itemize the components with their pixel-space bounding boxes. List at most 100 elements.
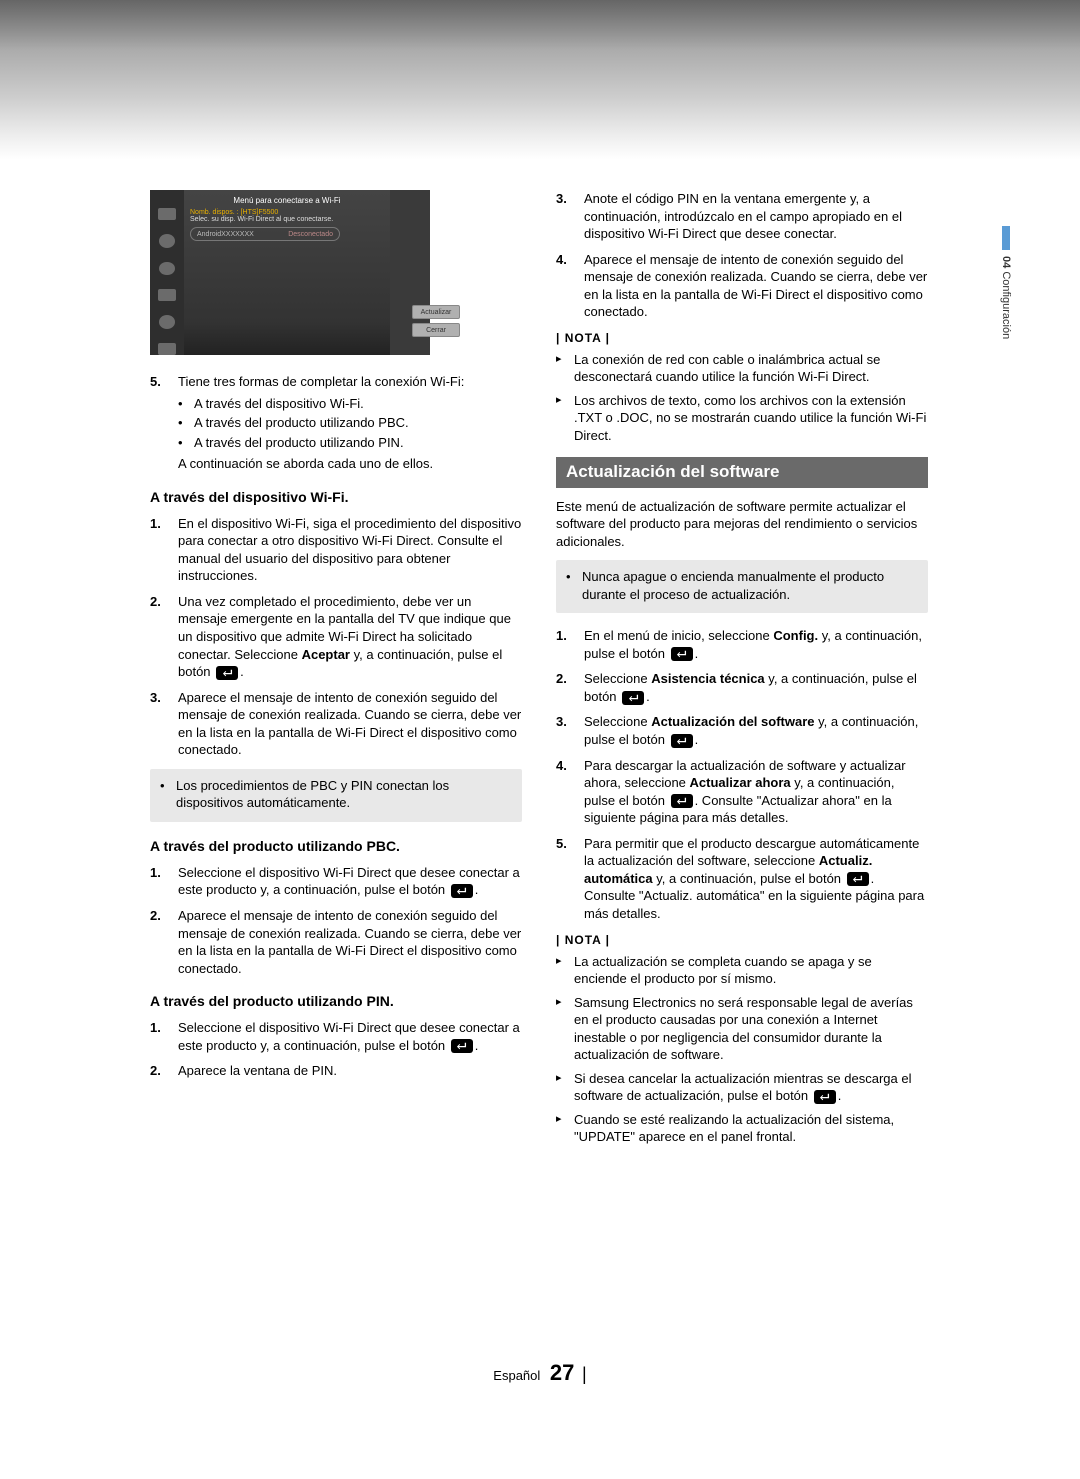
nota-label: | NOTA | <box>556 331 928 345</box>
scr-close-button: Cerrar <box>412 323 460 337</box>
step-number: 4. <box>556 757 574 827</box>
step-text: Una vez completado el procedimiento, deb… <box>178 593 522 681</box>
nota-text: Samsung Electronics no será responsable … <box>574 994 928 1064</box>
step-text: Para descargar la actualización de softw… <box>584 757 928 827</box>
nota-text: Los archivos de texto, como los archivos… <box>574 392 928 445</box>
nota-list-2: ▸La actualización se completa cuando se … <box>556 953 928 1146</box>
step-5-tail: A continuación se aborda cada uno de ell… <box>178 455 464 473</box>
step-number: 1. <box>150 864 168 899</box>
sidebar-icon <box>159 262 175 276</box>
step-text: Seleccione Actualización del software y,… <box>584 713 928 748</box>
scr-refresh-button: Actualizar <box>412 305 460 319</box>
step-text: Aparece el mensaje de intento de conexió… <box>178 689 522 759</box>
sidebar-icon <box>158 208 176 220</box>
scr-device-label: Nomb. dispos. : [HTS]F5500 <box>190 207 384 216</box>
enter-icon <box>671 794 693 808</box>
caret-icon: ▸ <box>556 994 568 1064</box>
bold-term: Actualizar ahora <box>690 775 791 790</box>
step-number: 4. <box>556 251 574 321</box>
bullet-text: A través del dispositivo Wi-Fi. <box>194 395 364 413</box>
step-number: 2. <box>150 1062 168 1080</box>
side-tab-num: 04 <box>1000 256 1012 268</box>
sidebar-icon <box>158 343 176 355</box>
enter-icon <box>814 1090 836 1104</box>
caret-icon: ▸ <box>556 953 568 988</box>
warning-text: Nunca apague o encienda manualmente el p… <box>582 568 918 603</box>
text-segment: Seleccione <box>584 714 651 729</box>
text-segment: En el menú de inicio, seleccione <box>584 628 773 643</box>
step-5-bullets: A través del dispositivo Wi-Fi. A través… <box>178 395 464 452</box>
side-tab-bar <box>1002 226 1010 250</box>
text-segment: Seleccione <box>584 671 651 686</box>
step-text: En el dispositivo Wi-Fi, siga el procedi… <box>178 515 522 585</box>
side-tab-label: Configuración <box>1000 271 1012 339</box>
text-segment: y, a continuación, pulse el botón <box>653 871 845 886</box>
nota-label: | NOTA | <box>556 933 928 947</box>
scr-row-device: AndroidXXXXXXX <box>197 231 254 238</box>
scr-device-row: AndroidXXXXXXX Desconectado <box>190 227 340 241</box>
section-intro: Este menú de actualización de software p… <box>556 498 928 551</box>
caret-icon: ▸ <box>556 1070 568 1105</box>
enter-icon <box>216 666 238 680</box>
step-number: 2. <box>150 593 168 681</box>
wifi-menu-screenshot: Menú para conectarse a Wi-Fi Nomb. dispo… <box>150 190 430 355</box>
note-box: Los procedimientos de PBC y PIN conectan… <box>150 769 522 822</box>
scr-main: Menú para conectarse a Wi-Fi Nomb. dispo… <box>184 190 390 355</box>
sidebar-icon <box>159 234 175 248</box>
enter-icon <box>451 1039 473 1053</box>
nota-text: La conexión de red con cable o inalámbri… <box>574 351 928 386</box>
caret-icon: ▸ <box>556 351 568 386</box>
step-text: Para permitir que el producto descargue … <box>584 835 928 923</box>
side-tab: 04 Configuración <box>1000 226 1012 339</box>
wifi-steps: 1. En el dispositivo Wi-Fi, siga el proc… <box>150 515 522 759</box>
step-number: 5. <box>150 373 168 473</box>
step-number: 1. <box>150 515 168 585</box>
note-text: Los procedimientos de PBC y PIN conectan… <box>176 777 512 812</box>
footer-bar: | <box>582 1364 587 1384</box>
heading-pbc: A través del producto utilizando PBC. <box>150 838 522 854</box>
step-text: Seleccione el dispositivo Wi-Fi Direct q… <box>178 864 522 899</box>
step-number: 3. <box>150 689 168 759</box>
step-text: Seleccione Asistencia técnica y, a conti… <box>584 670 928 705</box>
footer-page-number: 27 <box>550 1360 574 1385</box>
enter-icon <box>847 872 869 886</box>
page-content: Menú para conectarse a Wi-Fi Nomb. dispo… <box>150 190 930 1152</box>
scr-sidebar <box>150 190 184 355</box>
bold-term: Asistencia técnica <box>651 671 764 686</box>
enter-icon <box>671 647 693 661</box>
enter-icon <box>671 734 693 748</box>
bullet-text: A través del producto utilizando PIN. <box>194 434 404 452</box>
bold-term: Config. <box>773 628 818 643</box>
scr-row-status: Desconectado <box>288 231 333 238</box>
page-footer: Español 27 | <box>0 1360 1080 1386</box>
nota-text: La actualización se completa cuando se a… <box>574 953 928 988</box>
step-5-head: Tiene tres formas de completar la conexi… <box>178 374 464 389</box>
step-text: En el menú de inicio, seleccione Config.… <box>584 627 928 662</box>
pin-steps: 1. Seleccione el dispositivo Wi-Fi Direc… <box>150 1019 522 1080</box>
nota-text: Si desea cancelar la actualización mient… <box>574 1070 928 1105</box>
left-column: Menú para conectarse a Wi-Fi Nomb. dispo… <box>150 190 522 1152</box>
step-text: Anote el código PIN en la ventana emerge… <box>584 190 928 243</box>
warning-box: Nunca apague o encienda manualmente el p… <box>556 560 928 613</box>
scr-title: Menú para conectarse a Wi-Fi <box>190 194 384 207</box>
step-text: Seleccione el dispositivo Wi-Fi Direct q… <box>178 1019 522 1054</box>
bullet-text: A través del producto utilizando PBC. <box>194 414 409 432</box>
step-number: 1. <box>556 627 574 662</box>
step-number: 5. <box>556 835 574 923</box>
bold-term: Aceptar <box>302 647 350 662</box>
step-5-body: Tiene tres formas de completar la conexi… <box>178 373 464 473</box>
right-column: 3. Anote el código PIN en la ventana eme… <box>556 190 928 1152</box>
step-number: 3. <box>556 190 574 243</box>
pbc-steps: 1. Seleccione el dispositivo Wi-Fi Direc… <box>150 864 522 977</box>
nota-text: Cuando se esté realizando la actualizaci… <box>574 1111 928 1146</box>
step-number: 2. <box>150 907 168 977</box>
enter-icon <box>451 884 473 898</box>
sidebar-icon <box>158 289 176 301</box>
software-update-steps: 1. En el menú de inicio, seleccione Conf… <box>556 627 928 922</box>
step-number: 2. <box>556 670 574 705</box>
step-text: Aparece el mensaje de intento de conexió… <box>178 907 522 977</box>
footer-language: Español <box>493 1368 540 1383</box>
top-gradient <box>0 0 1080 160</box>
step-text: Aparece el mensaje de intento de conexió… <box>584 251 928 321</box>
step-number: 3. <box>556 713 574 748</box>
